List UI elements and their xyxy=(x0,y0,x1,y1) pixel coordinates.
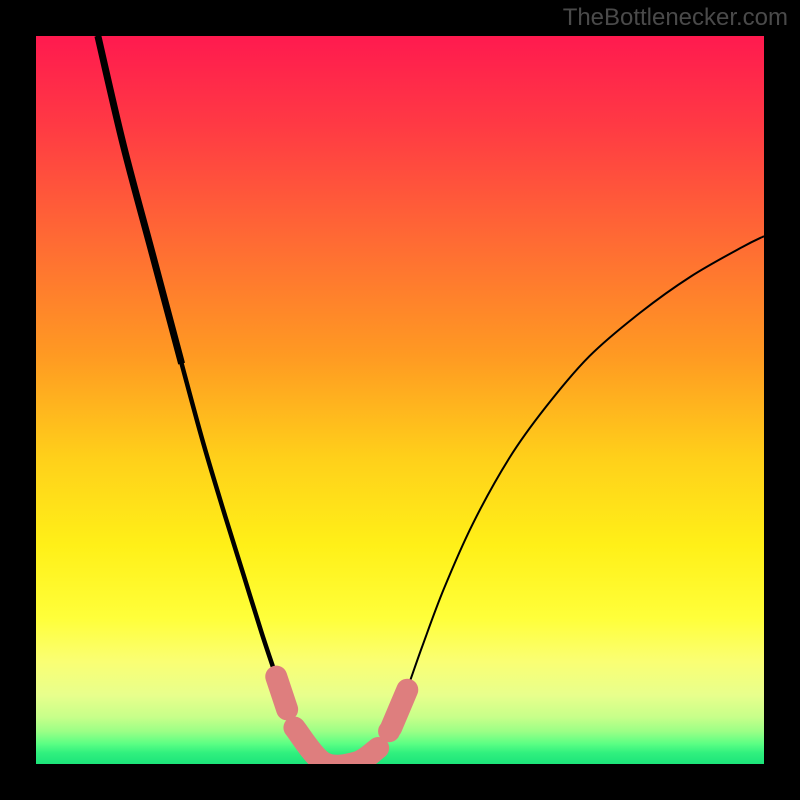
bottleneck-curve-thick-arm xyxy=(98,36,287,709)
plot-area xyxy=(36,36,764,764)
highlight-segment xyxy=(294,728,378,764)
bottleneck-curve-thickest xyxy=(98,36,182,364)
chart-frame: TheBottlenecker.com xyxy=(0,0,800,800)
highlight-segment xyxy=(276,677,287,710)
watermark-text: TheBottlenecker.com xyxy=(563,4,788,32)
bottleneck-curve xyxy=(98,36,764,764)
chart-svg xyxy=(36,36,764,764)
